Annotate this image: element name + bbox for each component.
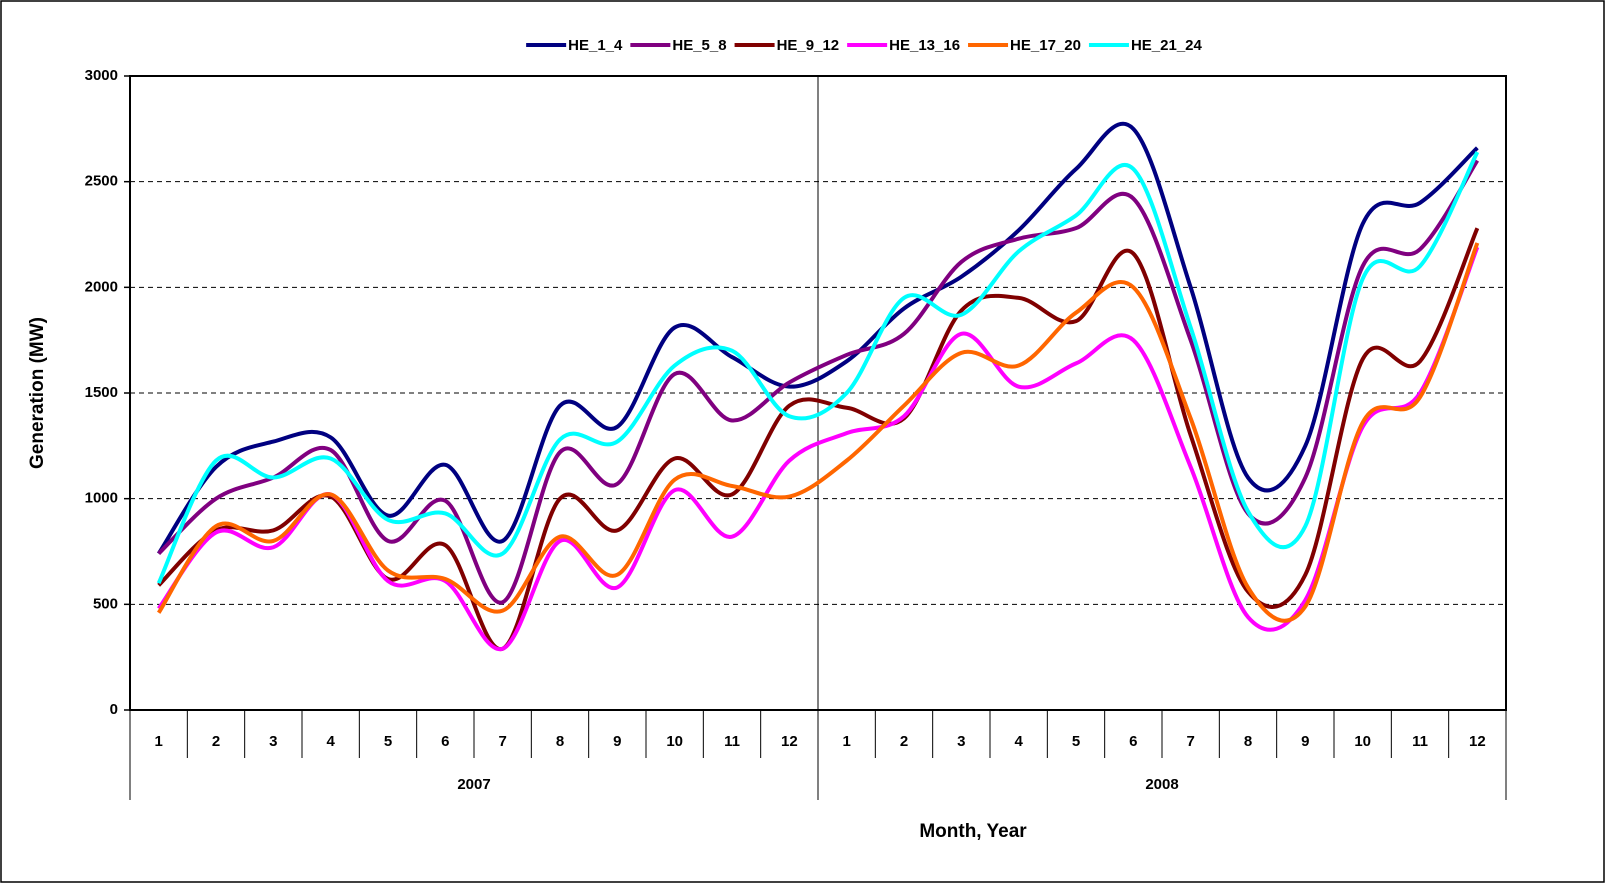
x-tick-label: 8: [556, 733, 564, 750]
x-tick-label: 1: [842, 733, 850, 750]
x-tick-label: 6: [1129, 733, 1137, 750]
y-axis-title: Generation (MW): [27, 317, 48, 469]
x-tick-label: 11: [1412, 733, 1428, 750]
y-tick-label: 2500: [85, 173, 118, 190]
x-tick-label: 8: [1244, 733, 1252, 750]
series-line: [157, 159, 1480, 605]
legend-label: HE_5_8: [672, 37, 726, 54]
x-tick-label: 4: [326, 733, 335, 750]
x-group-label: 2007: [457, 776, 490, 793]
x-tick-label: 7: [1186, 733, 1194, 750]
y-tick-label: 1500: [85, 384, 118, 401]
legend-label: HE_1_4: [568, 37, 623, 54]
x-tick-label: 2: [900, 733, 908, 750]
x-axis-title: Month, Year: [919, 821, 1027, 842]
x-tick-label: 3: [269, 733, 277, 750]
series-line: [156, 151, 1480, 585]
legend-label: HE_17_20: [1010, 37, 1081, 54]
series-line: [157, 246, 1480, 651]
series-line: [156, 121, 1479, 555]
x-tick-label: 9: [1301, 733, 1309, 750]
legend: HE_1_4 HE_5_8 HE_9_12 HE_13_16 HE_17_20 HE_21…: [526, 37, 1203, 54]
x-tick-label: 12: [781, 733, 798, 750]
x-tick-label: 1: [154, 733, 162, 750]
x-tick-label: 6: [441, 733, 449, 750]
y-tick-label: 3000: [85, 67, 118, 84]
y-tick-label: 2000: [85, 278, 118, 295]
x-tick-label: 10: [1354, 733, 1371, 750]
y-tick-label: 500: [93, 595, 118, 612]
x-tick-label: 7: [498, 733, 506, 750]
plot-border: [129, 75, 1507, 711]
x-group-label: 2008: [1145, 776, 1178, 793]
x-tick-label: 4: [1014, 733, 1023, 750]
legend-label: HE_9_12: [777, 37, 840, 54]
x-tick-label: 10: [666, 733, 683, 750]
y-tick-label: 1000: [85, 490, 118, 507]
x-tick-label: 2: [212, 733, 220, 750]
legend-label: HE_13_16: [889, 37, 960, 54]
x-tick-label: 12: [1469, 733, 1486, 750]
x-tick-label: 5: [1072, 733, 1080, 750]
x-tick-label: 9: [613, 733, 621, 750]
legend-label: HE_21_24: [1131, 37, 1203, 54]
y-tick-label: 0: [110, 701, 118, 718]
x-tick-label: 3: [957, 733, 965, 750]
x-tick-label: 11: [724, 733, 740, 750]
x-tick-label: 5: [384, 733, 392, 750]
series-line: [156, 242, 1480, 623]
